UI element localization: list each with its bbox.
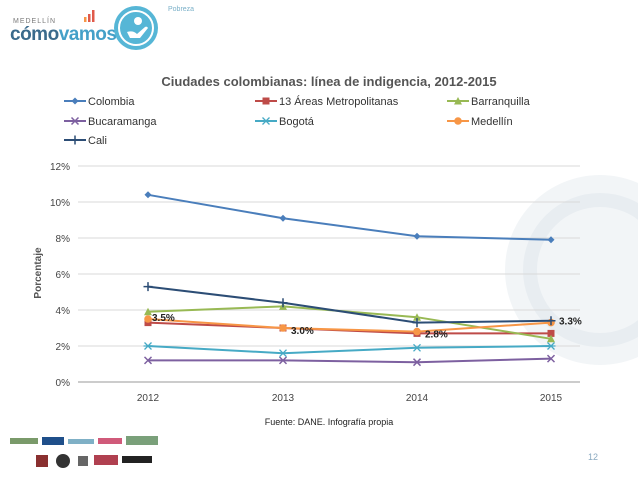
data-labels: 3.5% 3.0% 2.8% 3.3%	[152, 313, 582, 341]
x-tick-label: 2015	[540, 393, 563, 404]
series-line	[147, 193, 552, 241]
brand-logo: cómovamos	[10, 24, 117, 46]
page-number: 12	[588, 452, 599, 462]
y-tick-label: 4%	[56, 306, 71, 317]
legend-item-medellin: Medellín	[447, 116, 513, 128]
series-line	[147, 318, 552, 333]
gridlines	[78, 165, 580, 383]
legend-item-bogota: Bogotá	[255, 116, 315, 128]
data-point	[279, 324, 287, 332]
data-point	[412, 318, 422, 328]
legend-label: Bucaramanga	[88, 116, 157, 128]
chart-source: Fuente: DANE. Infografía propia	[265, 417, 394, 427]
legend-item-cali: Cali	[64, 135, 107, 147]
legend-label: Bogotá	[279, 116, 315, 128]
data-point	[279, 214, 287, 222]
data-point	[413, 327, 421, 336]
legend-marker	[454, 117, 462, 125]
data-label: 2.8%	[425, 330, 448, 341]
x-axis-ticks: 2012 2013 2014 2015	[137, 393, 563, 404]
series-bucaramanga	[143, 354, 556, 367]
data-label: 3.3%	[559, 317, 582, 328]
series-bogota	[143, 342, 556, 358]
legend-item-bucaramanga: Bucaramanga	[64, 116, 157, 128]
y-tick-label: 8%	[56, 234, 71, 245]
data-point	[547, 334, 555, 343]
legend-label: Colombia	[88, 96, 135, 108]
legend-item-13-areas-metropolitanas: 13 Áreas Metropolitanas	[255, 95, 399, 108]
section-label: Pobreza	[168, 6, 195, 13]
legend-marker	[261, 117, 271, 125]
brand-name-part1: cómo	[10, 24, 59, 45]
series-line	[147, 285, 552, 324]
data-point	[278, 349, 288, 358]
legend-item-barranquilla: Barranquilla	[447, 96, 531, 108]
data-point	[143, 342, 153, 350]
legend-marker	[262, 97, 270, 105]
legend-marker	[70, 135, 80, 145]
y-tick-label: 2%	[56, 342, 71, 353]
data-point	[143, 356, 153, 365]
x-tick-label: 2013	[272, 393, 295, 404]
data-point	[546, 354, 556, 363]
data-point	[143, 282, 153, 292]
watermark-logo	[505, 175, 638, 365]
legend-marker	[71, 97, 79, 105]
y-tick-label: 6%	[56, 270, 71, 281]
y-tick-label: 12%	[50, 162, 70, 173]
y-axis-ticks: 0% 2% 4% 6% 8% 10% 12%	[50, 162, 70, 389]
data-point	[278, 356, 288, 365]
data-point	[144, 315, 152, 323]
series-medellin	[144, 315, 555, 336]
brand-city: MEDELLÍN	[13, 18, 57, 25]
legend-item-colombia: Colombia	[64, 96, 135, 108]
series-line	[147, 321, 551, 335]
bar-chart-icon	[84, 10, 95, 22]
data-point	[413, 232, 421, 240]
series-line	[147, 345, 552, 355]
legend-label: Medellín	[471, 116, 513, 128]
legend-label: Barranquilla	[471, 96, 531, 108]
legend-marker	[70, 116, 80, 126]
series-line	[148, 357, 552, 364]
data-label: 3.0%	[291, 326, 314, 337]
chart-title: Ciudades colombianas: línea de indigenci…	[161, 74, 496, 89]
data-point	[412, 343, 422, 352]
data-label: 3.5%	[152, 313, 175, 324]
brand-name-part2: vamos	[58, 24, 117, 45]
legend-marker	[454, 97, 462, 105]
data-point	[546, 316, 556, 326]
data-point	[413, 313, 421, 321]
series-layer	[143, 191, 556, 367]
series-cali	[143, 282, 556, 328]
data-point	[412, 358, 422, 367]
x-tick-label: 2012	[137, 393, 160, 404]
y-axis-label: Porcentaje	[33, 247, 44, 299]
data-point	[144, 191, 152, 199]
y-tick-label: 0%	[56, 378, 71, 389]
poverty-hand-icon	[114, 6, 158, 50]
series-colombia	[144, 191, 555, 244]
y-tick-label: 10%	[50, 198, 70, 209]
data-point	[144, 307, 152, 316]
data-point	[547, 236, 555, 244]
legend-label: 13 Áreas Metropolitanas	[279, 95, 399, 108]
data-point	[547, 329, 555, 337]
data-point	[546, 342, 556, 350]
x-tick-label: 2014	[406, 393, 429, 404]
data-point	[278, 298, 288, 308]
legend-label: Cali	[88, 135, 107, 147]
legend: Colombia 13 Áreas Metropolitanas Barranqui…	[64, 95, 531, 147]
sponsor-logos	[10, 436, 158, 468]
